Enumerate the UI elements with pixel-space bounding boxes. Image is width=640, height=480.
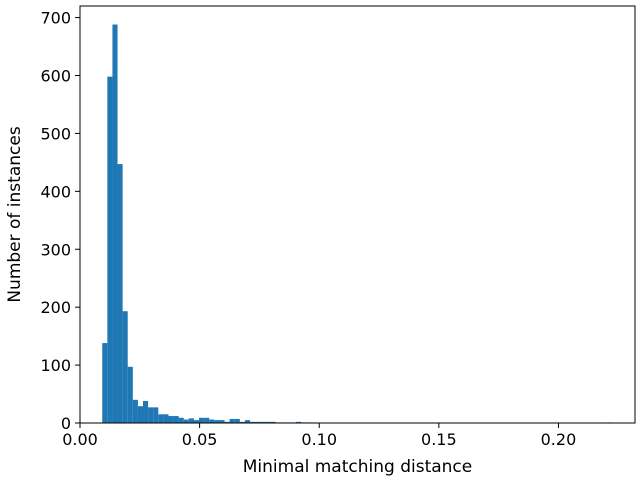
x-tick-label: 0.10 (301, 430, 337, 449)
y-tick-label: 600 (40, 67, 71, 86)
y-tick-label: 300 (40, 240, 71, 259)
histogram-bar (270, 421, 276, 423)
histogram-bar (244, 420, 251, 423)
histogram-bar (209, 419, 215, 423)
histogram-bar (219, 420, 225, 423)
histogram-bar (229, 418, 235, 423)
y-tick-label: 100 (40, 356, 71, 375)
histogram-bar (127, 366, 133, 423)
histogram-bar (153, 407, 159, 423)
x-axis-label: Minimal matching distance (243, 457, 472, 477)
histogram-bar (117, 164, 123, 424)
histogram-bar (102, 343, 108, 423)
histogram-bars (102, 24, 612, 424)
histogram-bar (168, 416, 174, 423)
histogram-bar (112, 24, 118, 424)
histogram-bar (295, 421, 301, 423)
y-tick-label: 400 (40, 182, 71, 201)
histogram-bar (183, 419, 189, 423)
histogram-bar (214, 420, 220, 423)
histogram-bar (255, 421, 261, 423)
histogram-bar (188, 418, 194, 423)
y-tick-label: 500 (40, 124, 71, 143)
histogram-bar (122, 311, 128, 423)
x-tick-label: 0.15 (421, 430, 457, 449)
y-axis-label: Number of instances (5, 126, 25, 303)
histogram-bar (239, 421, 245, 423)
histogram-bar (107, 76, 113, 424)
histogram-bar (132, 399, 138, 423)
histogram-bar (260, 421, 266, 423)
y-tick-label: 700 (40, 9, 71, 28)
x-axis-ticks: 0.00 0.05 0.10 0.15 0.20 (62, 423, 576, 449)
histogram-bar (173, 416, 179, 423)
histogram-bar (163, 414, 169, 423)
histogram-bar (137, 406, 144, 423)
x-tick-label: 0.05 (182, 430, 218, 449)
y-tick-label: 0 (61, 414, 71, 433)
x-tick-label: 0.20 (541, 430, 577, 449)
histogram-bar (178, 417, 184, 423)
plot-frame (79, 5, 636, 424)
histogram-bar (265, 421, 271, 423)
histogram-bar (199, 417, 205, 423)
y-tick-label: 200 (40, 298, 71, 317)
histogram-bar (234, 418, 240, 423)
histogram-bar (158, 414, 164, 423)
x-tick-label: 0.00 (62, 430, 98, 449)
histogram-bar (148, 407, 154, 423)
y-axis-ticks: 0 100 200 300 400 500 600 700 (40, 9, 80, 433)
histogram-bar (250, 421, 256, 423)
histogram-bar (193, 420, 200, 423)
histogram-bar (224, 421, 230, 423)
histogram-bar (143, 400, 149, 423)
histogram-bar (204, 417, 210, 423)
